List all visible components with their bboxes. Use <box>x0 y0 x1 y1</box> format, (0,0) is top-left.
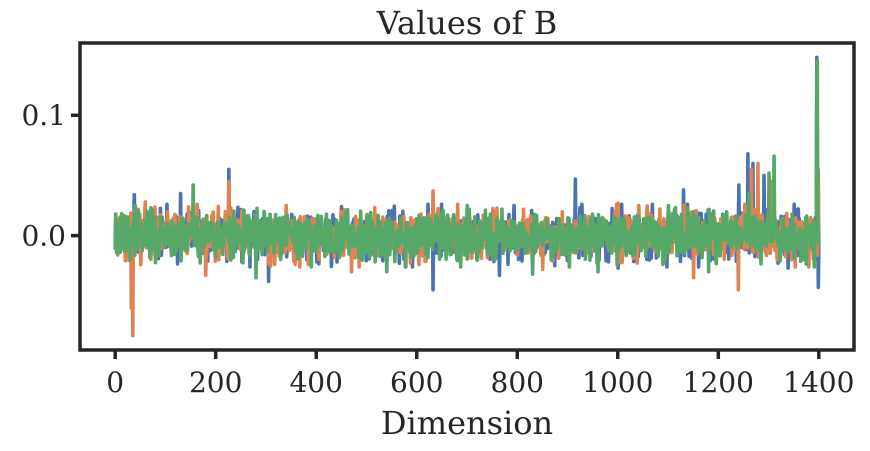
x-tick-label: 600 <box>390 366 443 399</box>
plot-lines <box>113 55 821 338</box>
x-tick-label: 1200 <box>683 366 754 399</box>
x-tick-label: 1000 <box>582 366 653 399</box>
y-tick-label: 0.1 <box>21 99 66 132</box>
chart-title: Values of B <box>376 4 557 42</box>
y-axis: 0.0 0.1 <box>21 99 80 253</box>
x-tick-label: 200 <box>189 366 242 399</box>
y-tick-label: 0.0 <box>21 220 66 253</box>
x-tick-label: 0 <box>106 366 124 399</box>
x-axis: 0 200 400 600 800 1000 1200 1400 <box>106 350 854 399</box>
plot-frame <box>78 41 856 352</box>
x-axis-label: Dimension <box>381 404 553 442</box>
series-line-3 <box>113 59 821 280</box>
x-tick-label: 800 <box>491 366 544 399</box>
x-tick-label: 400 <box>289 366 342 399</box>
x-tick-label: 1400 <box>783 366 854 399</box>
